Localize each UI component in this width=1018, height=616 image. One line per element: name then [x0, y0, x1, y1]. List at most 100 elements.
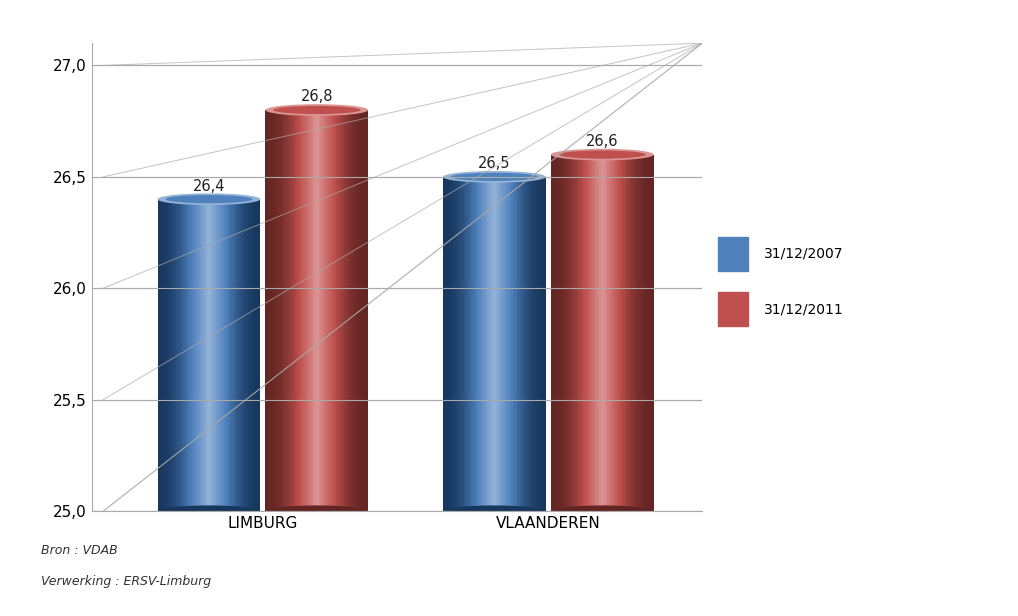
Bar [344, 110, 346, 511]
Bar [240, 199, 241, 511]
Bar [234, 199, 236, 511]
Bar [180, 199, 181, 511]
Bar [361, 110, 363, 511]
Bar [221, 199, 223, 511]
Bar [241, 199, 243, 511]
Bar [233, 199, 234, 511]
Bar [303, 110, 304, 511]
Bar [203, 199, 204, 511]
Bar [213, 199, 214, 511]
Bar [591, 155, 593, 511]
Bar [359, 110, 361, 511]
Bar [544, 177, 546, 511]
Bar [541, 177, 543, 511]
Ellipse shape [266, 505, 369, 517]
Bar [636, 155, 638, 511]
Bar [631, 155, 633, 511]
Bar [161, 199, 163, 511]
Bar [269, 110, 271, 511]
Text: 31/12/2007: 31/12/2007 [764, 247, 843, 261]
Bar [246, 199, 248, 511]
Bar [460, 177, 462, 511]
Bar [601, 155, 603, 511]
Bar [588, 155, 590, 511]
Bar [256, 199, 257, 511]
Bar [486, 177, 488, 511]
Bar [276, 110, 278, 511]
Bar [613, 155, 614, 511]
Bar [267, 110, 269, 511]
Ellipse shape [443, 171, 546, 183]
Bar [223, 199, 224, 511]
Bar [319, 110, 321, 511]
Bar [463, 177, 465, 511]
Bar [568, 155, 570, 511]
Bar [209, 199, 211, 511]
Bar [170, 199, 171, 511]
Bar [253, 199, 256, 511]
Bar [490, 177, 491, 511]
Bar [286, 110, 288, 511]
Bar [606, 155, 608, 511]
Bar [593, 155, 596, 511]
Bar [539, 177, 541, 511]
Bar [621, 155, 623, 511]
Bar [630, 155, 631, 511]
Bar [576, 155, 578, 511]
Bar [475, 177, 477, 511]
Bar [159, 199, 161, 511]
Bar [635, 155, 636, 511]
Bar [609, 155, 611, 511]
Bar [472, 177, 473, 511]
Bar [532, 177, 533, 511]
Bar [317, 110, 319, 511]
Bar [452, 177, 453, 511]
Bar [332, 110, 334, 511]
Bar [478, 177, 480, 511]
Bar [623, 155, 624, 511]
Bar [643, 155, 645, 511]
Bar [211, 199, 213, 511]
Bar [470, 177, 472, 511]
Bar [590, 155, 591, 511]
Ellipse shape [158, 505, 261, 517]
Bar [279, 110, 281, 511]
Bar [645, 155, 646, 511]
Bar [206, 199, 208, 511]
Bar [556, 155, 558, 511]
Bar [347, 110, 349, 511]
Text: Verwerking : ERSV-Limburg: Verwerking : ERSV-Limburg [41, 575, 211, 588]
Bar [652, 155, 654, 511]
Bar [208, 199, 209, 511]
Bar [581, 155, 583, 511]
Bar [535, 177, 538, 511]
Bar [175, 199, 176, 511]
Bar [324, 110, 326, 511]
Bar [611, 155, 613, 511]
Bar [336, 110, 337, 511]
Bar [646, 155, 648, 511]
Bar [299, 110, 301, 511]
Bar [173, 199, 175, 511]
Bar [525, 177, 527, 511]
Bar [245, 199, 246, 511]
Bar [503, 177, 505, 511]
Bar [293, 110, 294, 511]
Bar [530, 177, 532, 511]
Bar [455, 177, 457, 511]
Bar [166, 199, 168, 511]
Bar [575, 155, 576, 511]
Bar [289, 110, 291, 511]
Text: 26,5: 26,5 [478, 156, 511, 171]
Bar [231, 199, 233, 511]
Bar [458, 177, 460, 511]
Bar [510, 177, 511, 511]
Bar [236, 199, 238, 511]
Bar [450, 177, 452, 511]
Text: 31/12/2011: 31/12/2011 [764, 302, 843, 316]
Ellipse shape [443, 505, 546, 517]
Ellipse shape [165, 195, 252, 203]
Bar [163, 199, 164, 511]
Bar [226, 199, 228, 511]
Bar [274, 110, 276, 511]
